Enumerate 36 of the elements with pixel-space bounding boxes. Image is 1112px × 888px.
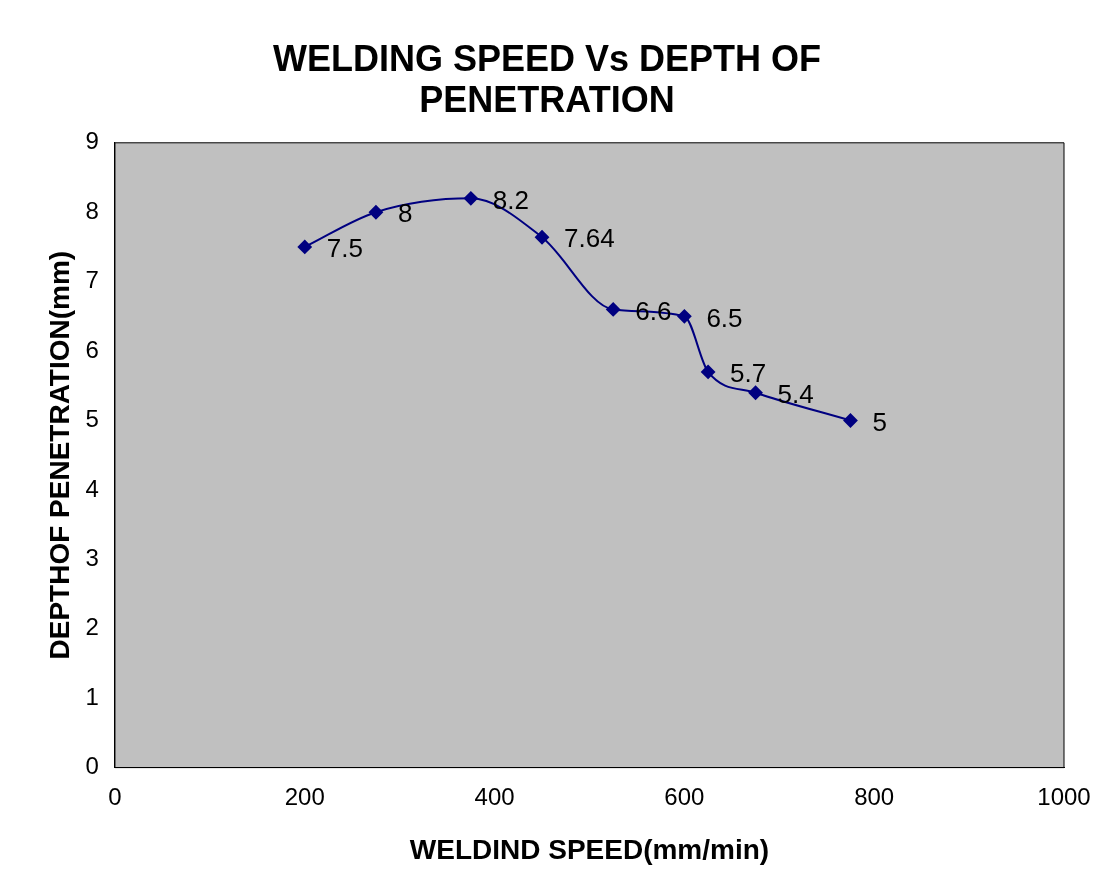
y-tick-label: 2 xyxy=(85,613,99,641)
point xyxy=(843,413,858,428)
x-tick-label: 200 xyxy=(284,782,325,810)
x-tick-label: 600 xyxy=(664,782,705,810)
point xyxy=(748,385,763,400)
y-tick-label: 4 xyxy=(85,474,99,502)
x-tick-label: 400 xyxy=(474,782,515,810)
point xyxy=(463,191,478,206)
x-tick-label: 0 xyxy=(108,782,122,810)
data-label: 5 xyxy=(872,406,887,437)
data-label: 6.5 xyxy=(706,302,743,333)
x-tick-label: 1000 xyxy=(1037,782,1091,810)
chart-title: WELDING SPEED Vs DEPTH OF PENETRATION xyxy=(272,37,822,121)
point xyxy=(606,302,621,317)
y-axis-title: DEPTHOF PENETRATION(mm) xyxy=(43,250,75,660)
y-tick-label: 5 xyxy=(85,405,99,433)
point xyxy=(701,364,716,379)
point xyxy=(297,239,312,254)
data-label: 5.4 xyxy=(777,378,814,409)
data-label: 8.2 xyxy=(492,184,529,215)
point xyxy=(368,205,383,220)
data-label: 7.64 xyxy=(564,223,615,254)
y-tick-label: 0 xyxy=(85,752,99,780)
x-axis-title: WELDIND SPEED(mm/min) xyxy=(409,833,770,865)
data-label: 7.5 xyxy=(326,233,363,264)
y-tick-label: 7 xyxy=(85,266,99,294)
y-tick-label: 8 xyxy=(85,196,99,224)
point xyxy=(677,309,692,324)
point xyxy=(535,230,550,245)
data-label: 5.7 xyxy=(730,358,767,389)
x-tick-label: 800 xyxy=(854,782,895,810)
y-tick-label: 6 xyxy=(85,335,99,363)
y-tick-label: 3 xyxy=(85,543,99,571)
y-tick-label: 1 xyxy=(85,682,99,710)
y-tick-label: 9 xyxy=(85,127,99,155)
data-label: 8 xyxy=(397,198,413,229)
